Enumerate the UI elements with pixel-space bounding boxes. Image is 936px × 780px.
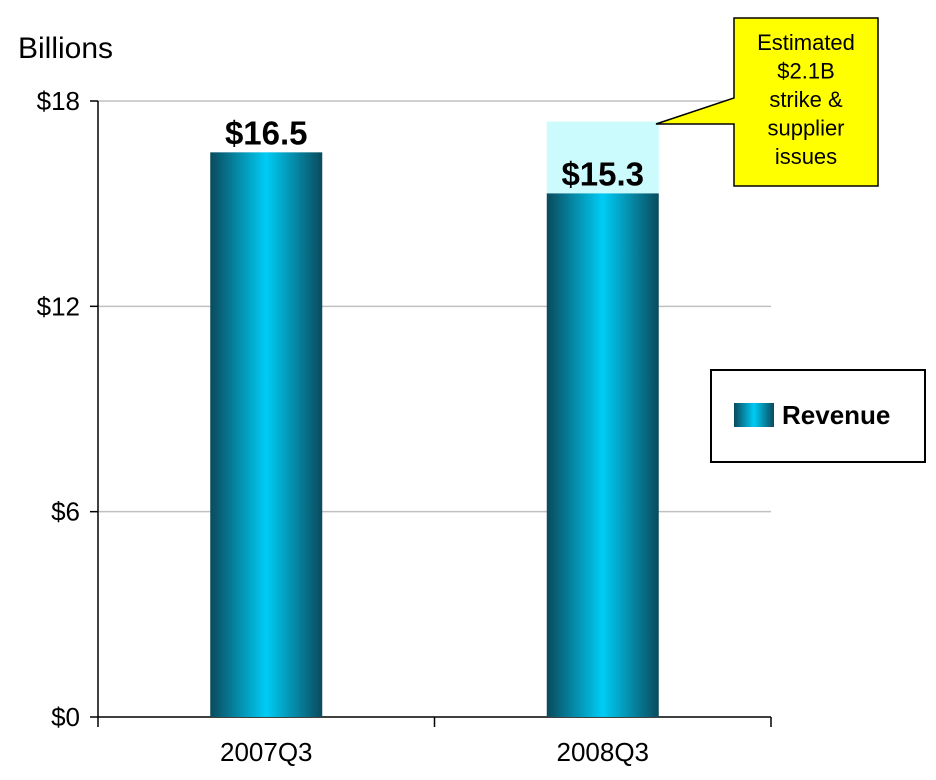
y-tick-label: $0	[51, 702, 80, 732]
callout-text: Estimated $2.1B strike & supplier issues	[757, 30, 855, 169]
y-tick-label: $18	[37, 86, 80, 116]
legend-swatch-revenue	[734, 403, 774, 427]
x-tick-labels: 2007Q3 2008Q3	[220, 737, 649, 767]
callout-line: issues	[775, 144, 837, 169]
data-label-2008Q3: $15.3	[561, 155, 644, 192]
data-labels: $16.5 $15.3	[225, 114, 644, 192]
x-tick-label: 2008Q3	[556, 737, 649, 767]
y-tick-label: $12	[37, 291, 80, 321]
bar-impact-segment	[546, 121, 659, 194]
legend: Revenue	[710, 369, 926, 463]
callout-line: supplier	[767, 116, 844, 141]
strike-callout: Estimated $2.1B strike & supplier issues	[655, 17, 879, 187]
y-tick-label: $6	[51, 497, 80, 527]
y-tick-labels: $0 $6 $12 $18	[37, 86, 80, 732]
bars	[210, 121, 659, 718]
callout-line: Estimated	[757, 30, 855, 55]
y-unit-label: Billions	[18, 32, 113, 65]
bar-2007Q3	[210, 152, 323, 718]
data-label-2007Q3: $16.5	[225, 114, 308, 151]
gridlines	[98, 100, 771, 513]
legend-label-revenue: Revenue	[782, 400, 890, 430]
bar-2008Q3	[546, 193, 659, 717]
callout-line: strike &	[769, 87, 843, 112]
callout-line: $2.1B	[777, 59, 835, 84]
x-tick-label: 2007Q3	[220, 737, 313, 767]
axes	[90, 100, 772, 727]
callout-shape	[655, 17, 879, 187]
